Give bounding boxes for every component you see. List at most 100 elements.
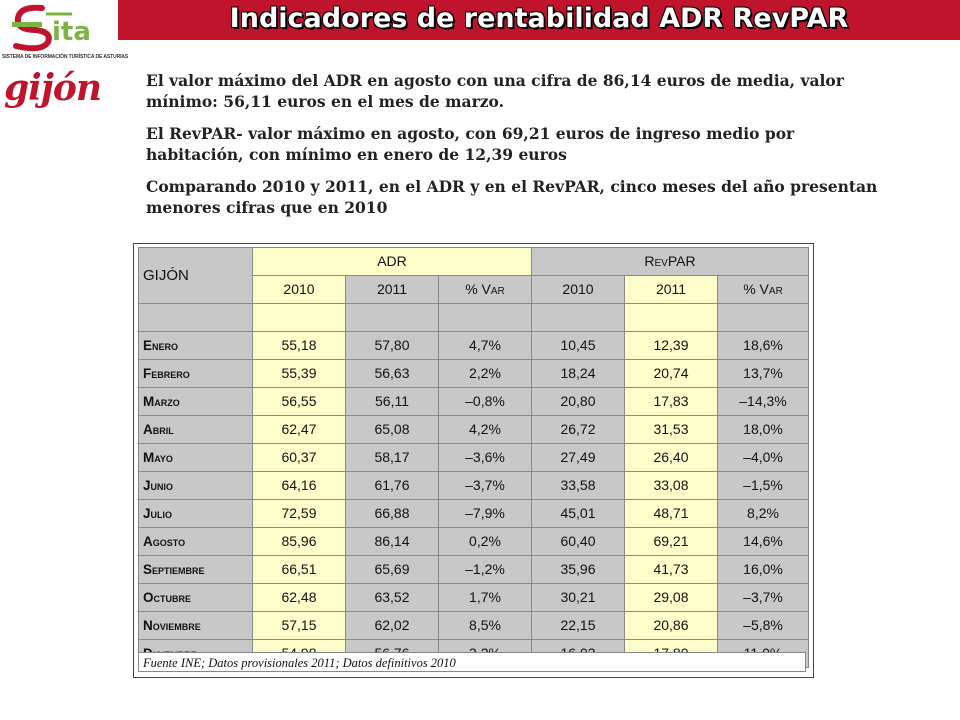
spacer-row (138, 303, 810, 332)
month-cell: Julio (138, 499, 253, 528)
revpar-2010-cell: 18,24 (531, 359, 625, 388)
adr-2010-cell: 66,51 (252, 555, 346, 584)
adr-2010-cell: 55,18 (252, 331, 346, 360)
page-title: Indicadores de rentabilidad ADR RevPAR (229, 3, 849, 34)
adr-2011-cell: 62,02 (345, 611, 439, 640)
revpar-2010-cell: 22,15 (531, 611, 625, 640)
revpar-2011-cell: 41,73 (624, 555, 718, 584)
col-header-revpar-2011: 2011 (624, 275, 718, 304)
adr-2011-cell: 57,80 (345, 331, 439, 360)
revpar-var-cell: 16,0% (716, 555, 810, 584)
revpar-2010-cell: 26,72 (531, 415, 625, 444)
adr-2010-cell: 55,39 (252, 359, 346, 388)
month-cell: Abril (138, 415, 253, 444)
revpar-2010-cell: 10,45 (531, 331, 625, 360)
adr-2010-cell: 56,55 (252, 387, 346, 416)
month-cell: Mayo (138, 443, 253, 472)
adr-var-cell: –3,6% (438, 443, 532, 472)
group-header-revpar: RevPAR (530, 247, 810, 276)
table-row: Marzo 56,55 56,11 –0,8% 20,80 17,83 –14,… (138, 387, 810, 416)
gijon-logo: gijón (4, 67, 102, 109)
adr-2011-cell: 58,17 (345, 443, 439, 472)
adr-2011-cell: 56,11 (345, 387, 439, 416)
intro-text: El valor máximo del ADR en agosto con un… (146, 70, 886, 229)
group-header-adr: ADR (252, 247, 532, 276)
revpar-2011-cell: 26,40 (624, 443, 718, 472)
month-cell: Marzo (138, 387, 253, 416)
adr-2010-cell: 62,48 (252, 583, 346, 612)
revpar-var-cell: 18,0% (716, 415, 810, 444)
table-row: Mayo 60,37 58,17 –3,6% 27,49 26,40 –4,0% (138, 443, 810, 472)
revpar-var-cell: –14,3% (716, 387, 810, 416)
adr-2010-cell: 62,47 (252, 415, 346, 444)
revpar-2010-cell: 35,96 (531, 555, 625, 584)
revpar-2011-cell: 31,53 (624, 415, 718, 444)
month-cell: Febrero (138, 359, 253, 388)
paragraph-comparison: Comparando 2010 y 2011, en el ADR y en e… (146, 177, 878, 217)
svg-text:gijón: gijón (4, 67, 101, 109)
table-row: Octubre 62,48 63,52 1,7% 30,21 29,08 –3,… (138, 583, 810, 612)
revpar-2010-cell: 27,49 (531, 443, 625, 472)
revpar-2011-cell: 69,21 (624, 527, 718, 556)
revpar-var-cell: –5,8% (716, 611, 810, 640)
col-header-revpar-2010: 2010 (531, 275, 625, 304)
revpar-2010-cell: 33,58 (531, 471, 625, 500)
source-note: Fuente INE; Datos provisionales 2011; Da… (138, 652, 806, 672)
table-row: Noviembre 57,15 62,02 8,5% 22,15 20,86 –… (138, 611, 810, 640)
col-header-revpar-var: % Var (716, 275, 810, 304)
revpar-2010-cell: 20,80 (531, 387, 625, 416)
indicators-table: GIJÓN ADR RevPAR 2010 2011 % Var 2010 20… (133, 243, 814, 678)
adr-var-cell: –0,8% (438, 387, 532, 416)
revpar-2011-cell: 20,74 (624, 359, 718, 388)
revpar-2011-cell: 48,71 (624, 499, 718, 528)
month-cell: Agosto (138, 527, 253, 556)
table-row: Junio 64,16 61,76 –3,7% 33,58 33,08 –1,5… (138, 471, 810, 500)
adr-var-cell: 4,2% (438, 415, 532, 444)
title-banner (118, 0, 960, 40)
revpar-2011-cell: 12,39 (624, 331, 718, 360)
header-row-groups: GIJÓN ADR RevPAR (138, 247, 810, 304)
revpar-var-cell: 18,6% (716, 331, 810, 360)
adr-2010-cell: 64,16 (252, 471, 346, 500)
adr-2010-cell: 85,96 (252, 527, 346, 556)
adr-2011-cell: 65,08 (345, 415, 439, 444)
revpar-var-cell: 13,7% (716, 359, 810, 388)
revpar-2011-cell: 29,08 (624, 583, 718, 612)
revpar-2011-cell: 33,08 (624, 471, 718, 500)
corner-label: GIJÓN (138, 247, 253, 304)
month-cell: Noviembre (138, 611, 253, 640)
table-row: Enero 55,18 57,80 4,7% 10,45 12,39 18,6% (138, 331, 810, 360)
adr-var-cell: –3,7% (438, 471, 532, 500)
adr-var-cell: 1,7% (438, 583, 532, 612)
revpar-2011-cell: 20,86 (624, 611, 718, 640)
adr-var-cell: 0,2% (438, 527, 532, 556)
revpar-2010-cell: 45,01 (531, 499, 625, 528)
adr-2011-cell: 63,52 (345, 583, 439, 612)
table-body: Enero 55,18 57,80 4,7% 10,45 12,39 18,6%… (138, 331, 810, 668)
adr-2011-cell: 66,88 (345, 499, 439, 528)
col-header-adr-var: % Var (438, 275, 532, 304)
data-table: GIJÓN ADR RevPAR 2010 2011 % Var 2010 20… (138, 247, 810, 668)
revpar-var-cell: –4,0% (716, 443, 810, 472)
adr-2010-cell: 60,37 (252, 443, 346, 472)
adr-2011-cell: 56,63 (345, 359, 439, 388)
table-row: Julio 72,59 66,88 –7,9% 45,01 48,71 8,2% (138, 499, 810, 528)
revpar-2011-cell: 17,83 (624, 387, 718, 416)
sita-logo: ita (8, 4, 112, 52)
revpar-2010-cell: 60,40 (531, 527, 625, 556)
table-row: Febrero 55,39 56,63 2,2% 18,24 20,74 13,… (138, 359, 810, 388)
adr-2011-cell: 61,76 (345, 471, 439, 500)
col-header-adr-2010: 2010 (252, 275, 346, 304)
adr-var-cell: 2,2% (438, 359, 532, 388)
table-row: Agosto 85,96 86,14 0,2% 60,40 69,21 14,6… (138, 527, 810, 556)
sita-tagline: SISTEMA DE INFORMACIÓN TURÍSTICA DE ASTU… (2, 54, 129, 60)
revpar-var-cell: –3,7% (716, 583, 810, 612)
paragraph-adr: El valor máximo del ADR en agosto con un… (146, 71, 844, 111)
adr-var-cell: 4,7% (438, 331, 532, 360)
revpar-var-cell: –1,5% (716, 471, 810, 500)
adr-2010-cell: 72,59 (252, 499, 346, 528)
adr-var-cell: –1,2% (438, 555, 532, 584)
col-header-adr-2011: 2011 (345, 275, 439, 304)
month-cell: Junio (138, 471, 253, 500)
adr-var-cell: –7,9% (438, 499, 532, 528)
